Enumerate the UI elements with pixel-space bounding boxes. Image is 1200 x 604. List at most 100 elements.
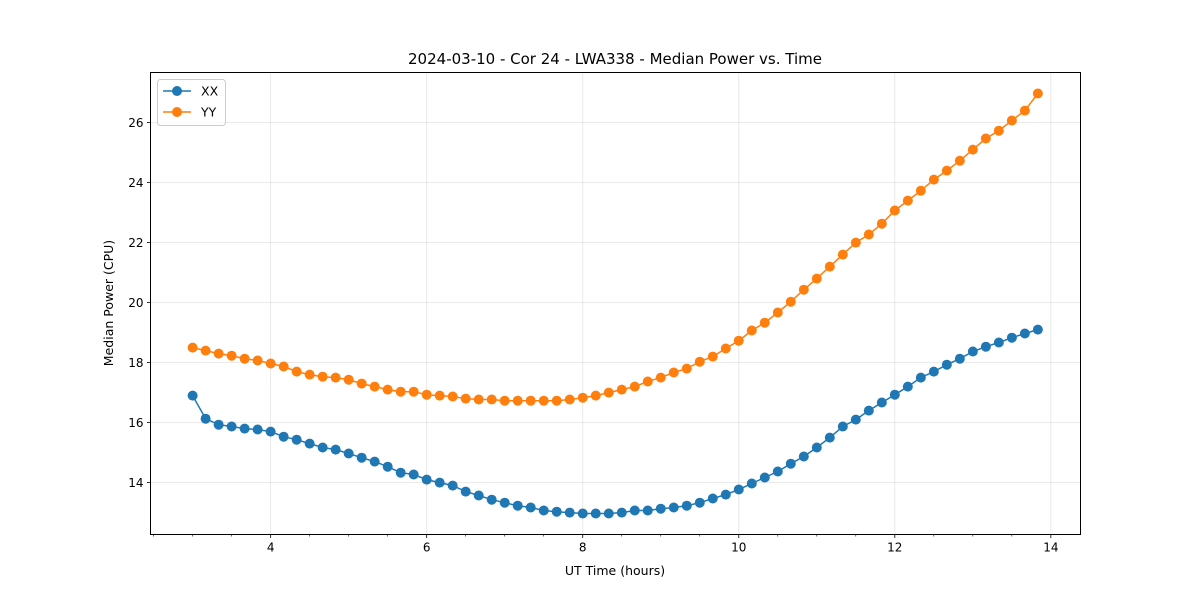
data-point-yy [980,133,991,144]
data-point-yy [1032,88,1043,99]
data-point-xx [863,405,874,416]
data-point-xx [200,413,211,424]
x-tick-label: 4 [267,541,275,555]
data-point-xx [694,497,705,508]
data-point-xx [408,469,419,480]
data-point-xx [512,500,523,511]
data-point-xx [642,505,653,516]
data-point-xx [785,458,796,469]
data-point-yy [499,395,510,406]
data-point-yy [798,284,809,295]
data-point-xx [655,503,666,514]
x-tick-label: 6 [423,541,431,555]
data-point-xx [486,494,497,505]
data-point-yy [733,335,744,346]
data-point-yy [655,372,666,383]
data-point-xx [720,489,731,500]
data-point-xx [902,381,913,392]
data-point-xx [356,452,367,463]
data-point-xx [278,431,289,442]
data-point-xx [876,397,887,408]
y-tick-label: 22 [128,236,143,250]
data-point-xx [811,442,822,453]
legend-marker-xx [172,86,182,96]
data-point-xx [265,426,276,437]
data-point-yy [486,394,497,405]
data-point-yy [668,367,679,378]
data-point-xx [499,497,510,508]
legend: XX YY [157,79,226,126]
data-point-xx [980,341,991,352]
data-point-xx [668,502,679,513]
data-point-xx [395,467,406,478]
x-tick-label: 12 [887,541,902,555]
data-point-xx [967,346,978,357]
data-point-yy [408,386,419,397]
data-point-xx [226,421,237,432]
data-point-yy [395,386,406,397]
y-tick-label: 24 [128,176,143,190]
data-point-yy [759,317,770,328]
y-tick-label: 26 [128,116,143,130]
data-point-yy [213,348,224,359]
data-point-yy [330,372,341,383]
series-xx [187,324,1043,519]
plot-frame [150,72,1081,535]
data-point-yy [707,351,718,362]
data-point-xx [291,434,302,445]
data-point-xx [1032,324,1043,335]
data-point-xx [551,506,562,517]
data-point-yy [447,391,458,402]
data-point-xx [889,389,900,400]
data-point-yy [616,384,627,395]
data-point-yy [876,218,887,229]
data-point-yy [720,343,731,354]
data-point-xx [629,505,640,516]
data-point-yy [577,392,588,403]
data-point-xx [681,500,692,511]
data-point-xx [746,478,757,489]
data-point-yy [915,185,926,196]
data-point-yy [239,353,250,364]
data-point-xx [993,337,1004,348]
data-point-yy [889,205,900,216]
data-point-yy [304,369,315,380]
data-point-xx [824,432,835,443]
series-yy [187,88,1043,406]
legend-marker-yy [172,107,182,117]
data-point-yy [954,155,965,166]
data-point-xx [1019,328,1030,339]
data-point-xx [304,438,315,449]
data-point-xx [733,484,744,495]
data-point-xx [447,480,458,491]
data-point-yy [850,237,861,248]
data-point-yy [291,366,302,377]
y-axis: 14 16 18 20 22 24 26 [128,116,151,490]
legend-label-yy: YY [200,105,217,120]
data-point-yy [343,374,354,385]
series-line-xx [191,328,1039,515]
data-point-xx [187,390,198,401]
data-point-yy [200,345,211,356]
data-point-xx [213,419,224,430]
data-point-xx [330,444,341,455]
data-point-yy [824,261,835,272]
x-axis-label: UT Time (hours) [565,563,665,578]
x-axis: 4 6 8 10 12 14 [153,534,1058,555]
data-point-xx [603,508,614,519]
data-point-yy [746,325,757,336]
data-point-yy [421,389,432,400]
data-point-yy [512,395,523,406]
y-tick-label: 18 [128,356,143,370]
y-axis-label: Median Power (CPU) [101,240,116,366]
data-point-yy [226,350,237,361]
data-point-xx [772,466,783,477]
data-point-yy [1019,105,1030,116]
data-point-xx [369,456,380,467]
data-point-yy [278,361,289,372]
data-point-yy [265,358,276,369]
data-point-yy [811,273,822,284]
data-point-yy [356,378,367,389]
grid [150,72,1081,535]
data-point-yy [551,395,562,406]
